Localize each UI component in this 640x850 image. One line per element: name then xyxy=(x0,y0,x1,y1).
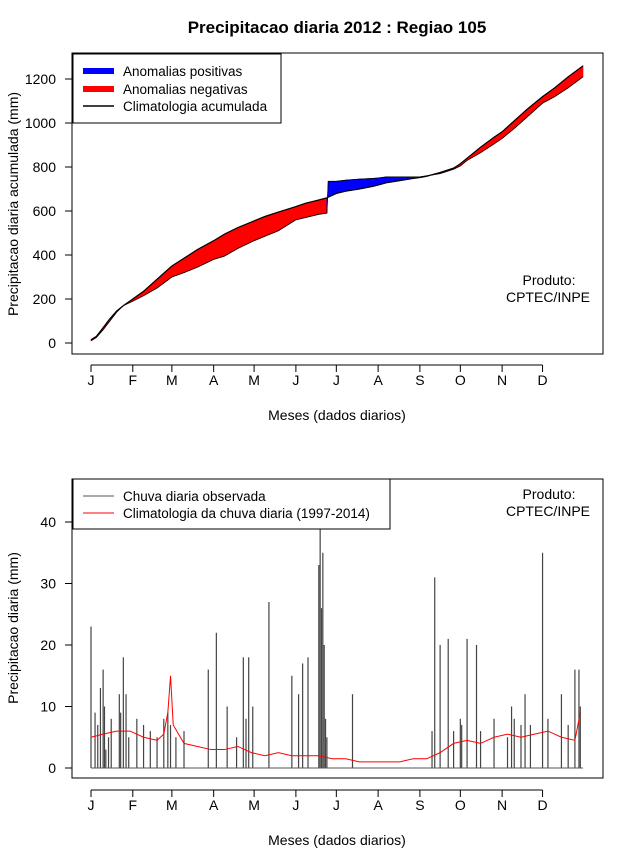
negative-anomaly-segment xyxy=(581,65,584,79)
x-tick-label: F xyxy=(129,372,138,388)
anomaly-areas xyxy=(90,65,584,342)
legend-box-bottom xyxy=(72,478,391,530)
bottom-y-tick-label: 30 xyxy=(40,576,56,592)
bottom-x-tick-label: N xyxy=(497,797,507,813)
y-tick-label: 0 xyxy=(48,335,56,351)
y-axis-label-bottom: Precipitacao diaria (mm) xyxy=(5,552,21,704)
y-axis: 0 200 400 600 800 1000 1200 xyxy=(25,71,73,351)
bottom-x-tick-label: A xyxy=(209,797,219,813)
x-tick-label: D xyxy=(537,372,547,388)
cumulative-chart: 0 200 400 600 800 1000 1200 J F M A M J J A S O N D Preci… xyxy=(5,52,604,423)
y-tick-label: 1000 xyxy=(25,115,56,131)
legend-negative-label: Anomalias negativas xyxy=(123,82,248,97)
product-label-bottom: Produto: xyxy=(523,486,576,502)
y-tick-label: 1200 xyxy=(25,71,56,87)
bottom-x-tick-label: A xyxy=(373,797,383,813)
x-tick-label: S xyxy=(415,372,424,388)
climatology-daily-line xyxy=(90,675,581,763)
x-tick-label: N xyxy=(497,372,507,388)
bottom-x-tick-label: J xyxy=(292,797,299,813)
x-tick-label: A xyxy=(209,372,219,388)
legend-positive-label: Anomalias positivas xyxy=(123,64,243,79)
product-source-bottom: CPTEC/INPE xyxy=(506,503,590,519)
bottom-x-tick-label: O xyxy=(455,797,466,813)
x-tick-label: J xyxy=(333,372,340,388)
legend: Anomalias positivas Anomalias negativas … xyxy=(72,53,282,124)
climatology-cumulative-line xyxy=(90,65,584,341)
y-tick-label: 600 xyxy=(33,203,57,219)
product-source: CPTEC/INPE xyxy=(506,289,590,305)
bottom-x-tick-label: M xyxy=(248,797,260,813)
x-tick-label: J xyxy=(292,372,299,388)
bottom-x-tick-label: J xyxy=(333,797,340,813)
y-tick-label: 200 xyxy=(33,291,57,307)
bottom-x-tick-label: M xyxy=(166,797,178,813)
x-tick-label: M xyxy=(248,372,260,388)
legend-bottom: Chuva diaria observada Climatologia da c… xyxy=(72,478,391,530)
daily-chart: 0 10 20 30 40 J F M A M J J A S O N D Precipitacao diar… xyxy=(5,478,604,848)
observed-cumulative-line xyxy=(90,76,584,342)
bottom-y-tick-label: 0 xyxy=(48,760,56,776)
bottom-x-tick-label: F xyxy=(129,797,138,813)
y-tick-label: 800 xyxy=(33,159,57,175)
bottom-y-tick-label: 20 xyxy=(40,637,56,653)
bottom-x-tick-label: S xyxy=(415,797,424,813)
legend-observed-label: Chuva diaria observada xyxy=(123,489,266,504)
y-axis-label: Precipitacao diaria acumulada (mm) xyxy=(5,92,21,316)
x-tick-label: M xyxy=(166,372,178,388)
bottom-y-tick-label: 40 xyxy=(40,514,56,530)
x-tick-label: O xyxy=(455,372,466,388)
climatology-line xyxy=(90,675,581,763)
y-axis-bottom: 0 10 20 30 40 xyxy=(40,514,73,776)
legend-climatology-daily-label: Climatologia da chuva diaria (1997-2014) xyxy=(123,506,370,521)
x-axis-label-bottom: Meses (dados diarios) xyxy=(268,832,406,848)
x-axis-label: Meses (dados diarios) xyxy=(268,407,406,423)
legend-climatology-label: Climatologia acumulada xyxy=(123,99,268,114)
observed-rain-bars xyxy=(90,522,583,769)
bottom-y-tick-label: 10 xyxy=(40,699,56,715)
product-label: Produto: xyxy=(523,272,576,288)
x-tick-label: J xyxy=(88,372,95,388)
y-tick-label: 400 xyxy=(33,247,57,263)
bottom-x-tick-label: D xyxy=(537,797,547,813)
x-tick-label: A xyxy=(373,372,383,388)
bottom-x-tick-label: J xyxy=(88,797,95,813)
chart-title: Precipitacao diaria 2012 : Regiao 105 xyxy=(188,18,487,37)
